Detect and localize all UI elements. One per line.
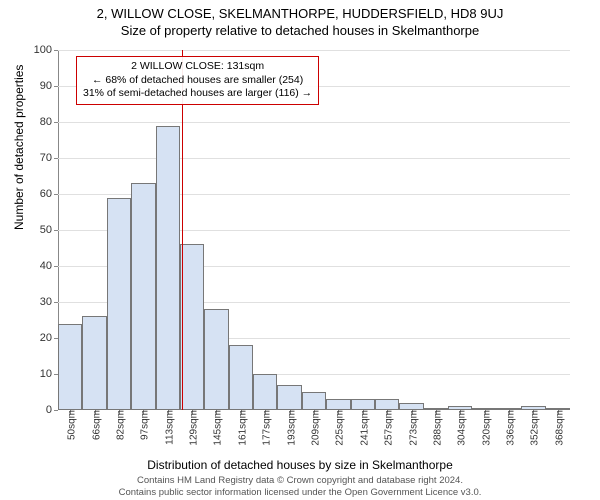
histogram-bar	[204, 309, 228, 410]
x-tick-label: 304sqm	[453, 410, 468, 446]
x-tick-label: 320sqm	[477, 410, 492, 446]
histogram-bar	[253, 374, 277, 410]
y-tick-label: 60	[40, 188, 58, 200]
y-tick-label: 90	[40, 80, 58, 92]
grid-line	[58, 122, 570, 123]
footer-line-1: Contains HM Land Registry data © Crown c…	[0, 475, 600, 486]
y-tick-label: 10	[40, 368, 58, 380]
chart-title-1: 2, WILLOW CLOSE, SKELMANTHORPE, HUDDERSF…	[0, 0, 600, 21]
histogram-bar	[351, 399, 375, 410]
y-tick-label: 80	[40, 116, 58, 128]
y-axis-label: Number of detached properties	[12, 65, 26, 230]
x-tick-label: 66sqm	[87, 410, 102, 440]
x-tick-label: 50sqm	[63, 410, 78, 440]
annotation-line-1: 2 WILLOW CLOSE: 131sqm	[83, 60, 312, 74]
chart-container: 2, WILLOW CLOSE, SKELMANTHORPE, HUDDERSF…	[0, 0, 600, 500]
x-axis-label: Distribution of detached houses by size …	[0, 458, 600, 472]
x-tick-label: 193sqm	[282, 410, 297, 446]
x-tick-label: 225sqm	[331, 410, 346, 446]
plot-area: 010203040506070809010050sqm66sqm82sqm97s…	[58, 50, 570, 410]
histogram-bar	[302, 392, 326, 410]
x-tick-label: 368sqm	[550, 410, 565, 446]
x-tick-label: 336sqm	[502, 410, 517, 446]
x-tick-label: 97sqm	[136, 410, 151, 440]
x-tick-label: 113sqm	[160, 410, 175, 445]
histogram-bar	[277, 385, 301, 410]
footer-line-2: Contains public sector information licen…	[0, 487, 600, 498]
x-tick-label: 241sqm	[355, 410, 370, 446]
x-tick-label: 177sqm	[258, 410, 273, 446]
annotation-line-2: ← 68% of detached houses are smaller (25…	[83, 74, 312, 88]
grid-line	[58, 158, 570, 159]
y-tick-label: 70	[40, 152, 58, 164]
histogram-bar	[229, 345, 253, 410]
annotation-box: 2 WILLOW CLOSE: 131sqm← 68% of detached …	[76, 56, 319, 105]
y-tick-label: 100	[34, 44, 58, 56]
grid-line	[58, 50, 570, 51]
x-tick-label: 82sqm	[111, 410, 126, 440]
y-tick-label: 30	[40, 296, 58, 308]
x-tick-label: 352sqm	[526, 410, 541, 446]
x-tick-label: 257sqm	[380, 410, 395, 446]
x-tick-label: 288sqm	[428, 410, 443, 446]
annotation-line-3: 31% of semi-detached houses are larger (…	[83, 87, 312, 101]
y-tick-label: 0	[46, 404, 58, 416]
x-tick-label: 209sqm	[307, 410, 322, 446]
x-tick-label: 273sqm	[404, 410, 419, 446]
y-tick-label: 50	[40, 224, 58, 236]
x-tick-label: 145sqm	[209, 410, 224, 446]
histogram-bar	[156, 126, 180, 410]
histogram-bar	[326, 399, 350, 410]
footer-attribution: Contains HM Land Registry data © Crown c…	[0, 475, 600, 498]
histogram-bar	[107, 198, 131, 410]
chart-title-2: Size of property relative to detached ho…	[0, 21, 600, 38]
histogram-bar	[180, 244, 204, 410]
histogram-bar	[375, 399, 399, 410]
histogram-bar	[82, 316, 106, 410]
histogram-bar	[131, 183, 155, 410]
histogram-bar	[399, 403, 423, 410]
x-tick-label: 129sqm	[185, 410, 200, 446]
x-tick-label: 161sqm	[233, 410, 248, 446]
histogram-bar	[58, 324, 82, 410]
y-tick-label: 20	[40, 332, 58, 344]
y-tick-label: 40	[40, 260, 58, 272]
